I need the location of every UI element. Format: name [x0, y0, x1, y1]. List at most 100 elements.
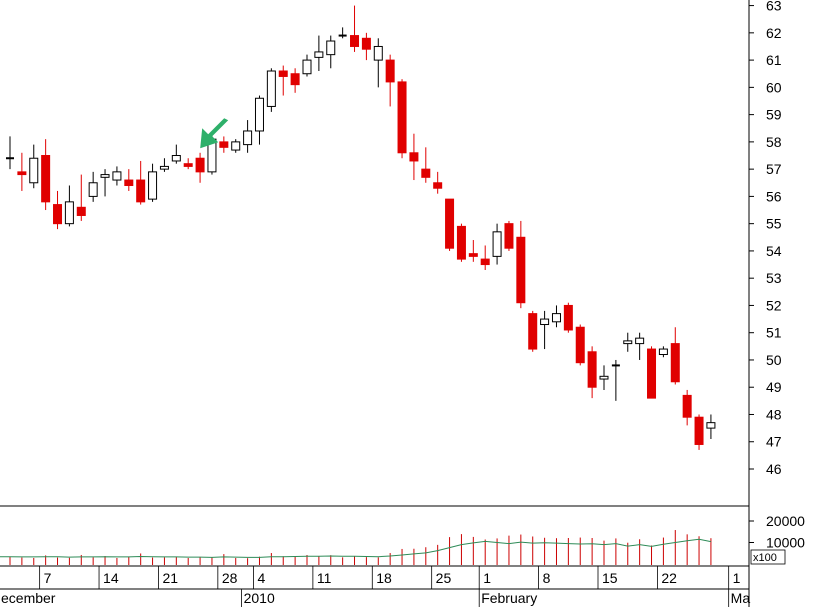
candle-body — [373, 45, 383, 61]
period-label: Ma — [731, 590, 751, 606]
price-tick-label: 63 — [766, 0, 782, 14]
candle-body — [231, 141, 241, 151]
price-tick-label: 50 — [766, 352, 782, 368]
volume-panel — [0, 530, 712, 565]
candle-body — [623, 340, 633, 345]
candle-body — [480, 258, 490, 266]
price-tick-label: 53 — [766, 270, 782, 286]
candle-body — [124, 179, 134, 186]
candle-body — [409, 152, 419, 162]
candle-body — [575, 326, 585, 364]
volume-average-line — [0, 538, 712, 558]
candle-body — [504, 223, 514, 249]
candle-body — [219, 141, 229, 148]
candle-body — [551, 313, 561, 323]
price-tick-label: 48 — [766, 406, 782, 422]
candle-body — [29, 157, 39, 184]
candle-body — [254, 97, 264, 132]
volume-tick-label: 10000 — [766, 535, 805, 551]
candle-body — [278, 70, 288, 77]
candle-body — [563, 304, 573, 331]
price-tick-label: 61 — [766, 52, 782, 68]
date-tick-label: 22 — [661, 570, 677, 586]
date-tick-label: 18 — [376, 570, 392, 586]
candle-body — [88, 182, 98, 197]
period-label: February — [481, 590, 537, 606]
arrow-icon — [200, 118, 229, 149]
candle-body — [326, 40, 336, 56]
volume-multiplier-label: x100 — [753, 552, 777, 564]
price-tick-label: 54 — [766, 243, 782, 259]
candle-body — [468, 253, 478, 257]
candle-body — [314, 51, 324, 58]
candle-body — [76, 206, 86, 216]
volume-multiplier-box — [750, 549, 786, 565]
date-tick-label: 15 — [602, 570, 618, 586]
date-tick-label: 14 — [103, 570, 119, 586]
candle-body — [635, 337, 645, 345]
price-tick-label: 58 — [766, 134, 782, 150]
candle-body — [397, 81, 407, 154]
date-tick-label: 25 — [436, 570, 452, 586]
candle-body — [516, 236, 526, 304]
price-tick-label: 56 — [766, 188, 782, 204]
candle-body — [53, 204, 63, 225]
date-tick-label: 1 — [483, 570, 491, 586]
price-tick-label: 62 — [766, 25, 782, 41]
price-tick-label: 47 — [766, 434, 782, 450]
volume-tick-label: 20000 — [766, 513, 805, 529]
candle-body — [670, 343, 680, 383]
candle-body — [171, 155, 181, 162]
candle-body — [302, 59, 312, 75]
date-tick-label: 21 — [162, 570, 178, 586]
price-panel — [6, 5, 716, 450]
candle-body — [694, 416, 704, 445]
candle-body — [492, 231, 502, 257]
price-tick-label: 49 — [766, 379, 782, 395]
date-tick-label: 28 — [222, 570, 238, 586]
price-tick-label: 52 — [766, 297, 782, 313]
candle-body — [64, 201, 74, 225]
price-tick-label: 59 — [766, 107, 782, 123]
candle-body — [183, 163, 193, 167]
candle-body — [112, 171, 122, 181]
candle-body — [159, 165, 169, 170]
candle-body — [528, 313, 538, 350]
candle-body — [445, 198, 455, 249]
candle-body — [421, 168, 431, 178]
candle-body — [647, 348, 657, 399]
candle-body — [385, 59, 395, 83]
candle-body — [41, 155, 51, 203]
candle-body — [243, 130, 253, 146]
candle-body — [100, 174, 110, 178]
candle-body — [658, 348, 668, 356]
candle-body — [682, 394, 692, 418]
price-tick-label: 51 — [766, 325, 782, 341]
date-tick-label: 8 — [543, 570, 551, 586]
candle-body — [195, 157, 205, 173]
price-tick-label: 60 — [766, 79, 782, 95]
candle-body — [17, 171, 27, 176]
candle-body — [148, 171, 158, 200]
price-tick-label: 57 — [766, 161, 782, 177]
date-tick-label: 7 — [44, 570, 52, 586]
candle-body — [706, 422, 716, 429]
candle-body — [456, 225, 466, 260]
candle-body — [361, 37, 371, 50]
candle-body — [433, 182, 443, 189]
candle-body — [136, 179, 146, 203]
period-label: 2010 — [244, 590, 275, 606]
period-label: ecember — [1, 590, 56, 606]
candle-body — [350, 35, 360, 47]
price-tick-label: 46 — [766, 461, 782, 477]
date-tick-label: 1 — [733, 570, 741, 586]
candle-body — [587, 351, 597, 388]
price-tick-label: 55 — [766, 216, 782, 232]
candle-body — [540, 318, 550, 326]
candle-body — [599, 375, 609, 380]
candle-body — [290, 73, 300, 86]
candle-body — [266, 70, 276, 107]
date-tick-label: 11 — [317, 570, 332, 586]
